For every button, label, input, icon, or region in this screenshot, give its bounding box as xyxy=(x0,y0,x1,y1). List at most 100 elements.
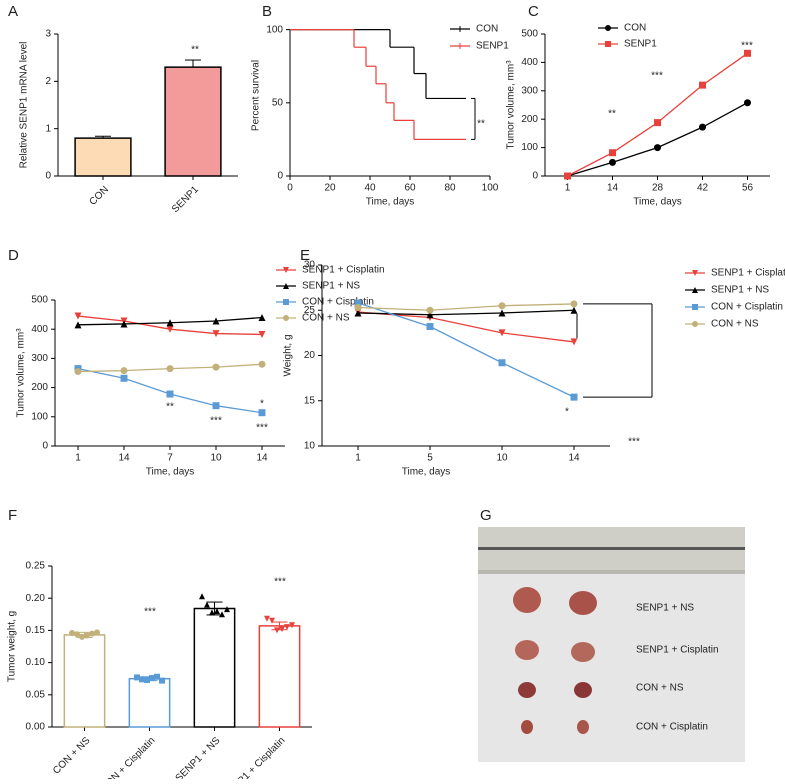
marker xyxy=(204,601,210,608)
marker xyxy=(570,338,578,346)
marker xyxy=(74,631,80,638)
marker xyxy=(212,317,220,325)
marker xyxy=(609,158,616,166)
tumor xyxy=(521,720,533,734)
marker xyxy=(570,393,578,401)
marker xyxy=(120,320,128,328)
x-axis-label: Time, days xyxy=(633,197,682,208)
marker xyxy=(354,299,362,307)
marker xyxy=(74,321,82,329)
marker xyxy=(212,330,220,338)
tumor xyxy=(513,587,541,613)
marker xyxy=(692,321,698,327)
marker xyxy=(426,311,434,319)
marker xyxy=(354,309,362,317)
legend-label: SENP1 + NS xyxy=(302,281,360,292)
marker xyxy=(139,676,145,683)
x-tick-label: 0 xyxy=(287,183,293,194)
marker xyxy=(426,306,434,314)
ruler-edge xyxy=(478,547,745,550)
marker xyxy=(654,144,661,152)
ruler-edge xyxy=(478,570,745,574)
bar xyxy=(258,625,301,728)
x-tick-label: CON + Cisplatin xyxy=(99,735,158,779)
legend-label: CON + Cisplatin xyxy=(711,302,783,313)
ruler xyxy=(478,527,745,574)
panel-letter: E xyxy=(300,247,310,264)
y-tick-label: 0 xyxy=(42,441,48,452)
marker xyxy=(199,593,205,600)
x-tick-label: 40 xyxy=(364,183,376,194)
legend-label: SENP1 + Cisplatin xyxy=(711,268,785,279)
marker xyxy=(159,677,165,684)
y-axis-label: Tumor weight, g xyxy=(7,611,18,682)
annotation: *** xyxy=(274,577,286,588)
annotation: *** xyxy=(741,41,753,52)
y-tick-label: 400 xyxy=(521,57,538,68)
x-tick-label: SENP1 xyxy=(170,184,201,215)
y-tick-label: 500 xyxy=(521,29,538,40)
marker xyxy=(212,402,220,410)
marker xyxy=(498,329,506,337)
y-tick-label: 100 xyxy=(521,142,538,153)
photo xyxy=(478,527,745,762)
tumor xyxy=(569,591,597,615)
marker xyxy=(149,675,155,682)
x-tick-label: 1 xyxy=(75,453,81,464)
series-line xyxy=(357,311,575,343)
marker xyxy=(279,626,285,633)
marker xyxy=(120,374,128,382)
x-tick-label: SENP1 + NS xyxy=(174,735,223,779)
y-tick-label: 500 xyxy=(31,295,48,306)
y-tick-label: 0.00 xyxy=(26,722,46,733)
marker xyxy=(224,606,230,613)
y-tick-label: 25 xyxy=(304,305,316,316)
y-tick-label: 100 xyxy=(31,411,48,422)
x-tick-label: 20 xyxy=(324,183,336,194)
x-axis-label: Time, days xyxy=(146,467,195,478)
marker xyxy=(699,123,706,131)
marker xyxy=(564,172,571,180)
marker xyxy=(69,629,75,636)
legend-label: CON xyxy=(476,24,498,35)
panel-letter: B xyxy=(262,3,272,20)
marker xyxy=(692,304,698,310)
annotation: *** xyxy=(256,423,268,434)
tumor xyxy=(571,642,595,662)
annotation: * xyxy=(260,399,264,410)
x-tick-label: 14 xyxy=(607,183,619,194)
bar xyxy=(193,607,236,728)
y-tick-label: 1 xyxy=(45,123,51,134)
annotation: ** xyxy=(191,45,199,56)
y-axis-label: Tumor volume, mm³ xyxy=(506,60,517,150)
bar xyxy=(128,677,171,728)
panel-letter: F xyxy=(8,507,17,524)
marker xyxy=(214,608,220,615)
tumor xyxy=(515,640,539,660)
y-tick-label: 10 xyxy=(304,441,316,452)
x-tick-label: 28 xyxy=(652,183,664,194)
x-tick-label: 14 xyxy=(118,453,130,464)
panel-letter: A xyxy=(8,3,18,20)
marker xyxy=(269,617,275,624)
marker xyxy=(84,632,90,639)
photo-label: SENP1 + NS xyxy=(636,603,694,614)
legend-label: CON + NS xyxy=(711,319,759,330)
y-tick-label: 3 xyxy=(45,29,51,40)
y-tick-label: 2 xyxy=(45,76,51,87)
marker xyxy=(79,633,85,640)
marker xyxy=(426,323,434,331)
x-tick-label: 10 xyxy=(496,453,508,464)
x-tick-label: 1 xyxy=(565,183,571,194)
bar xyxy=(74,137,132,177)
x-tick-label: 5 xyxy=(427,453,433,464)
y-axis-label: Percent survival xyxy=(251,60,262,131)
x-tick-label: 1 xyxy=(355,453,361,464)
tumor xyxy=(518,682,536,698)
marker xyxy=(258,409,266,417)
y-tick-label: 200 xyxy=(31,382,48,393)
x-tick-label: CON xyxy=(87,184,111,208)
y-tick-label: 0.10 xyxy=(26,657,46,668)
marker xyxy=(212,363,220,371)
marker xyxy=(609,149,616,157)
